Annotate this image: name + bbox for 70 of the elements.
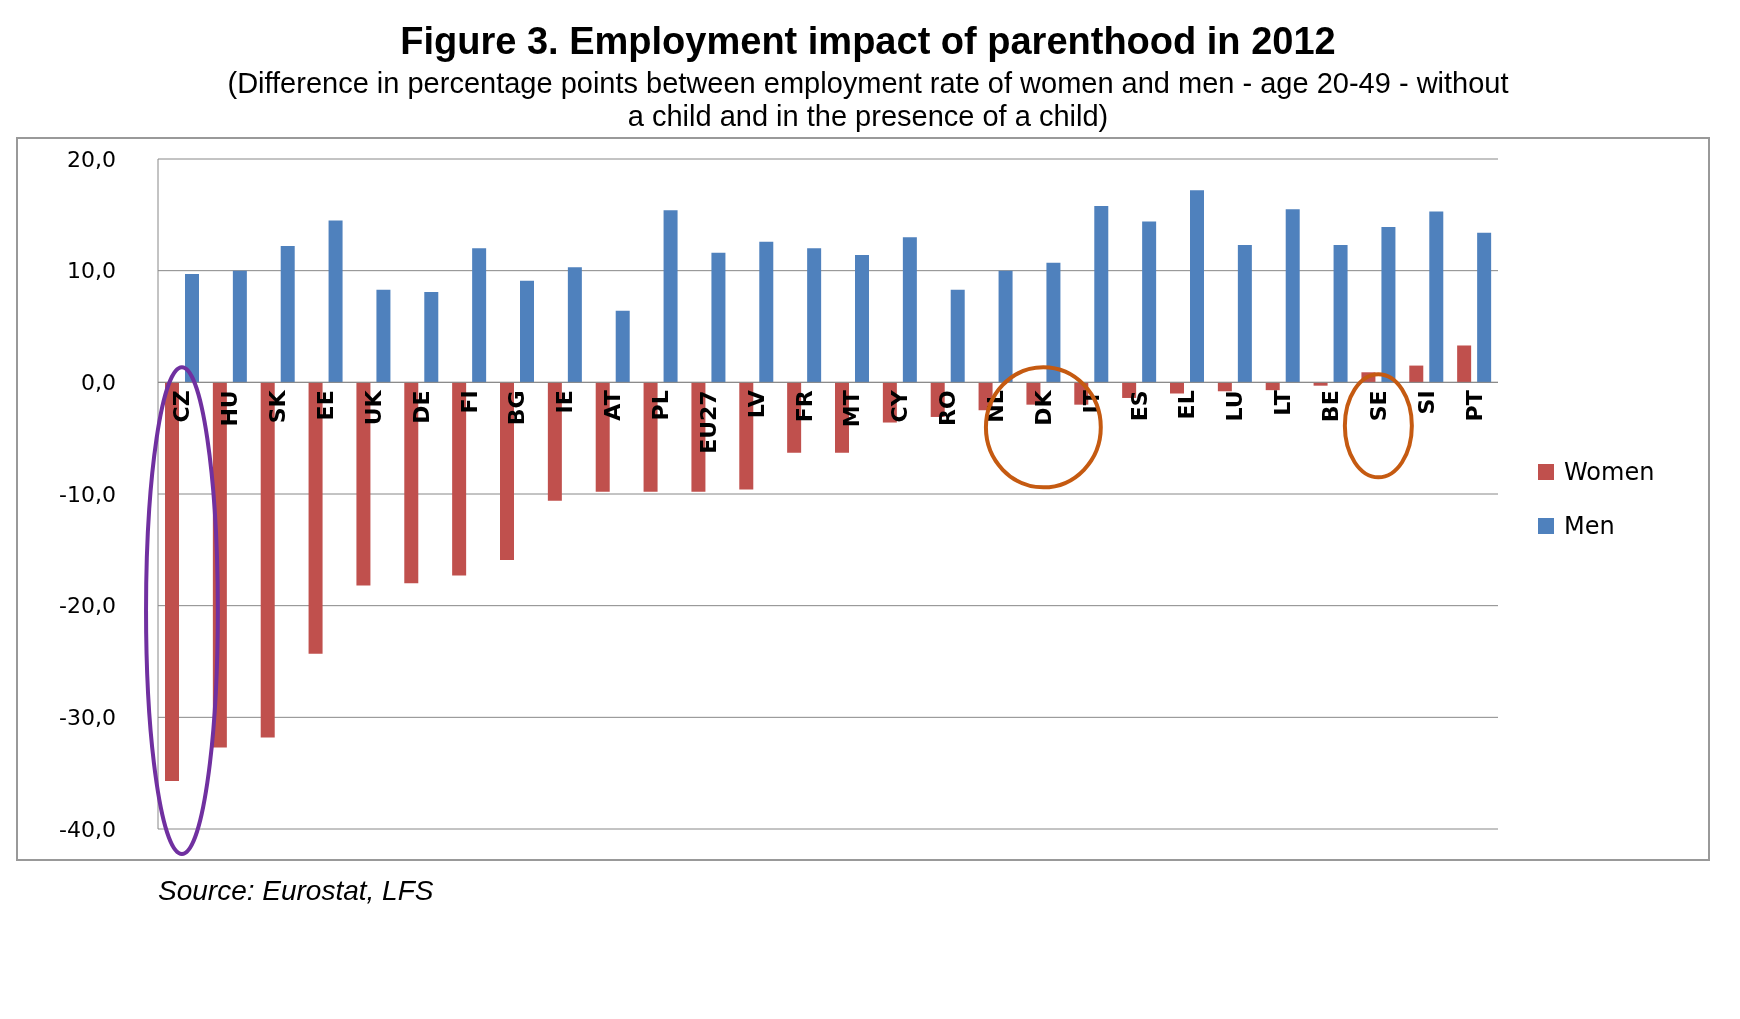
bar bbox=[1190, 190, 1204, 383]
bar bbox=[1046, 262, 1061, 383]
legend-label: Women bbox=[1564, 458, 1655, 486]
x-tick-label: BE bbox=[1318, 390, 1343, 423]
x-tick-label: UK bbox=[360, 389, 386, 426]
x-tick-label: IE bbox=[552, 390, 578, 414]
bar bbox=[1237, 244, 1252, 383]
x-tick-label: DK bbox=[1030, 389, 1056, 426]
bar bbox=[998, 270, 1013, 383]
bar bbox=[1094, 205, 1109, 383]
bar bbox=[615, 310, 630, 383]
x-tick-label: HU bbox=[217, 390, 243, 427]
x-tick-label: LU bbox=[1222, 390, 1248, 422]
x-tick-label: LV bbox=[743, 390, 769, 419]
bar bbox=[1457, 345, 1472, 383]
y-tick-label: 0,0 bbox=[81, 370, 116, 396]
bar bbox=[328, 220, 343, 383]
bar bbox=[711, 252, 726, 383]
bar bbox=[424, 291, 439, 383]
x-tick-label: AT bbox=[600, 390, 626, 421]
y-tick-label: -20,0 bbox=[59, 593, 116, 619]
y-tick-label: -30,0 bbox=[59, 705, 116, 731]
bar bbox=[185, 274, 199, 383]
bar bbox=[950, 289, 965, 383]
x-tick-label: FI bbox=[456, 390, 482, 414]
x-tick-label: MT bbox=[839, 390, 865, 428]
bar bbox=[1409, 365, 1424, 383]
bar bbox=[1217, 382, 1232, 392]
bar bbox=[1285, 209, 1300, 383]
bar bbox=[232, 270, 247, 383]
x-tick-label: SI bbox=[1413, 390, 1439, 415]
source-note: Source: Eurostat, LFS bbox=[158, 875, 435, 907]
x-tick-label: SE bbox=[1365, 390, 1391, 422]
bar bbox=[472, 248, 487, 383]
x-tick-label: ES bbox=[1126, 390, 1152, 422]
bar bbox=[1333, 244, 1348, 383]
bar bbox=[376, 289, 391, 383]
bar bbox=[663, 210, 678, 383]
y-tick-label: 10,0 bbox=[67, 258, 116, 284]
bar bbox=[1429, 211, 1444, 383]
bar bbox=[567, 267, 582, 383]
y-tick-label: 20,0 bbox=[67, 146, 116, 172]
bar bbox=[902, 237, 917, 383]
x-tick-label: RO bbox=[935, 390, 961, 426]
y-tick-label: -10,0 bbox=[59, 481, 116, 507]
bar bbox=[1265, 382, 1280, 391]
bar bbox=[1477, 232, 1492, 383]
legend-label: Men bbox=[1564, 512, 1615, 540]
chart-title: Figure 3. Employment impact of parenthood in 2012 bbox=[399, 20, 1337, 63]
x-tick-label: DE bbox=[408, 390, 434, 424]
bar bbox=[1381, 227, 1396, 383]
bar bbox=[280, 246, 295, 383]
bar bbox=[1142, 221, 1157, 383]
bar bbox=[759, 241, 774, 383]
x-tick-label: SK bbox=[265, 389, 291, 424]
x-tick-label: BG bbox=[504, 390, 530, 426]
bar bbox=[855, 255, 869, 383]
bar bbox=[520, 280, 534, 383]
x-tick-label: CY bbox=[887, 389, 913, 423]
x-tick-label: EU27 bbox=[695, 390, 721, 454]
y-tick-label: -40,0 bbox=[59, 816, 116, 842]
x-tick-label: PT bbox=[1461, 390, 1487, 422]
x-tick-label: EE bbox=[313, 390, 338, 421]
x-tick-label: PL bbox=[648, 390, 673, 421]
x-tick-label: CZ bbox=[169, 390, 195, 423]
x-tick-label: EL bbox=[1174, 390, 1200, 420]
bar bbox=[807, 248, 822, 383]
chart-subtitle: (Difference in percentage points between employment rate of women and men - age 20-49 - without a child and in the presence of a child) bbox=[226, 67, 1510, 133]
x-tick-label: FR bbox=[791, 390, 817, 423]
x-tick-label: LT bbox=[1270, 390, 1296, 416]
